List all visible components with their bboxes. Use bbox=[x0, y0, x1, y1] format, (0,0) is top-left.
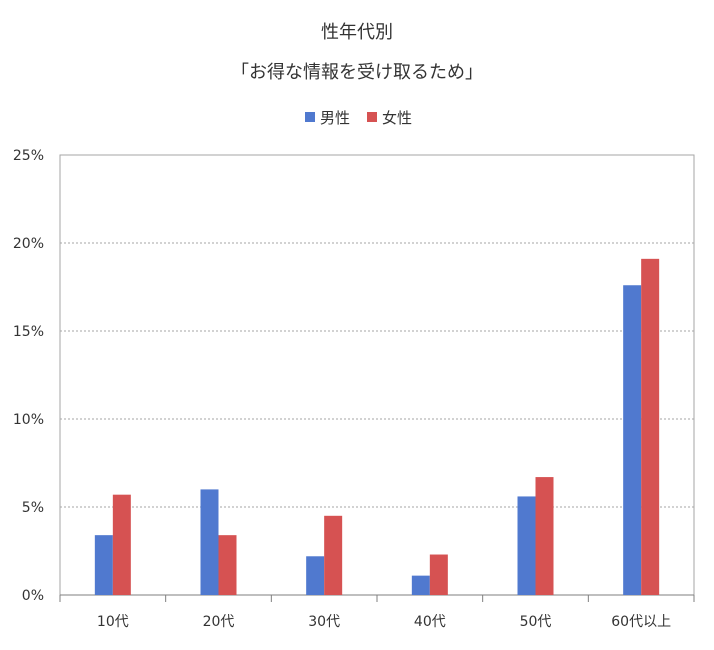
chart-subtitle: 「お得な情報を受け取るため」 bbox=[231, 62, 483, 83]
y-tick-label: 0% bbox=[22, 588, 44, 604]
x-tick-label: 20代 bbox=[203, 614, 235, 630]
bar-female bbox=[641, 258, 660, 595]
bar-male bbox=[623, 285, 642, 595]
x-tick-label: 10代 bbox=[97, 614, 129, 630]
x-tick-label: 30代 bbox=[308, 614, 340, 630]
bar-female bbox=[218, 535, 237, 595]
bar-female bbox=[429, 554, 448, 595]
bar-male bbox=[200, 489, 219, 595]
legend-label-female: 女性 bbox=[382, 109, 412, 127]
legend-swatch-female bbox=[367, 112, 377, 122]
legend-swatch-male bbox=[305, 112, 315, 122]
bar-female bbox=[324, 515, 343, 595]
chart-title: 性年代別 bbox=[321, 22, 393, 43]
bar-male bbox=[306, 556, 325, 595]
x-tick-label: 40代 bbox=[414, 614, 446, 630]
x-tick-label: 60代以上 bbox=[611, 614, 671, 630]
x-tick-label: 50代 bbox=[520, 614, 552, 630]
y-tick-label: 15% bbox=[13, 324, 44, 340]
legend: 男性 女性 bbox=[305, 109, 412, 127]
bar-female bbox=[535, 477, 554, 595]
y-tick-label: 5% bbox=[22, 500, 44, 516]
y-tick-label: 10% bbox=[13, 412, 44, 428]
y-tick-label: 25% bbox=[13, 148, 44, 164]
bar-male bbox=[411, 575, 430, 595]
bar-female bbox=[112, 494, 131, 595]
legend-label-male: 男性 bbox=[320, 109, 350, 127]
plot-area: 0% 5% 10% 15% 20% 25% 10代 20代 30代 40代 50代 60代以上 bbox=[13, 148, 695, 630]
bar-male bbox=[94, 535, 113, 595]
plot-border bbox=[59, 154, 695, 596]
bar-male bbox=[517, 496, 536, 595]
y-tick-label: 20% bbox=[13, 236, 44, 252]
